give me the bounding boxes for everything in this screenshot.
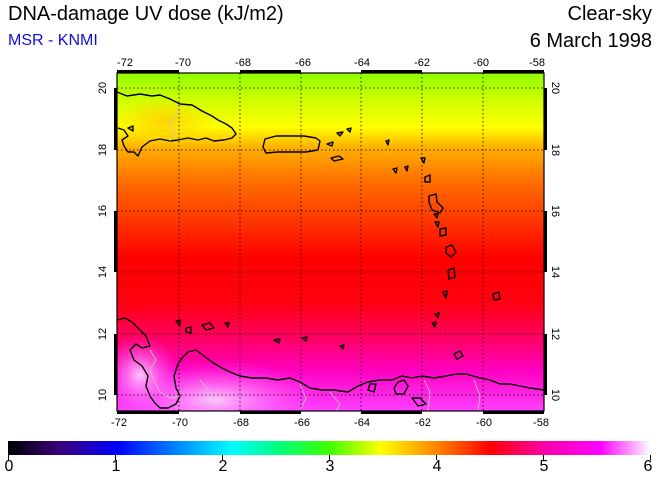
lat-label-right: 18	[549, 144, 561, 156]
map-title: DNA-damage UV dose (kJ/m2)	[8, 3, 284, 25]
puerto-rico-coast	[262, 135, 321, 154]
lat-label-left: 18	[97, 144, 109, 156]
sky-condition: Clear-sky	[567, 3, 652, 25]
colorbar-label: 3	[325, 458, 335, 475]
hispaniola-coast	[117, 91, 237, 157]
country-borders	[149, 103, 481, 411]
lat-label-right: 14	[549, 266, 561, 278]
lon-label-top: -66	[295, 57, 311, 69]
colorbar-label: 4	[432, 458, 442, 475]
colorbar-label: 6	[643, 458, 653, 475]
lat-label-left: 10	[97, 389, 109, 401]
lon-label-bottom: -62	[415, 417, 431, 429]
lon-label-bottom: -72	[111, 417, 127, 429]
lon-label-bottom: -64	[354, 417, 370, 429]
lat-label-left: 12	[97, 328, 109, 340]
lon-label-top: -68	[235, 57, 251, 69]
map-subtitle: MSR - KNMI	[8, 32, 98, 49]
frame-ticks	[114, 70, 547, 414]
colorbar-label: 0	[4, 458, 14, 475]
lon-label-bottom: -70	[172, 417, 188, 429]
lon-label-top: -70	[175, 57, 191, 69]
colorbar-ticks	[8, 455, 651, 460]
lat-label-right: 20	[549, 82, 561, 94]
lon-label-bottom: -58	[533, 417, 549, 429]
colorbar-label: 1	[111, 458, 121, 475]
lat-label-right: 10	[549, 389, 561, 401]
lat-label-right: 12	[549, 328, 561, 340]
colorbar-label: 2	[218, 458, 228, 475]
field-highlights	[117, 97, 325, 411]
lon-label-bottom: -66	[294, 417, 310, 429]
lon-label-top: -64	[354, 57, 370, 69]
lat-label-left: 16	[97, 205, 109, 217]
coastlines	[117, 91, 544, 409]
lon-label-top: -72	[117, 57, 133, 69]
colorbar	[8, 441, 651, 455]
lon-label-top: -58	[529, 57, 545, 69]
lat-label-right: 16	[549, 205, 561, 217]
graticule	[117, 73, 544, 411]
lon-label-top: -62	[414, 57, 430, 69]
south-america-coast	[117, 317, 544, 409]
lat-label-left: 14	[97, 266, 109, 278]
lon-label-bottom: -60	[476, 417, 492, 429]
lon-label-top: -60	[473, 57, 489, 69]
map-date: 6 March 1998	[529, 30, 652, 52]
lon-label-bottom: -68	[233, 417, 249, 429]
colorbar-label: 5	[539, 458, 549, 475]
lat-label-left: 20	[97, 82, 109, 94]
